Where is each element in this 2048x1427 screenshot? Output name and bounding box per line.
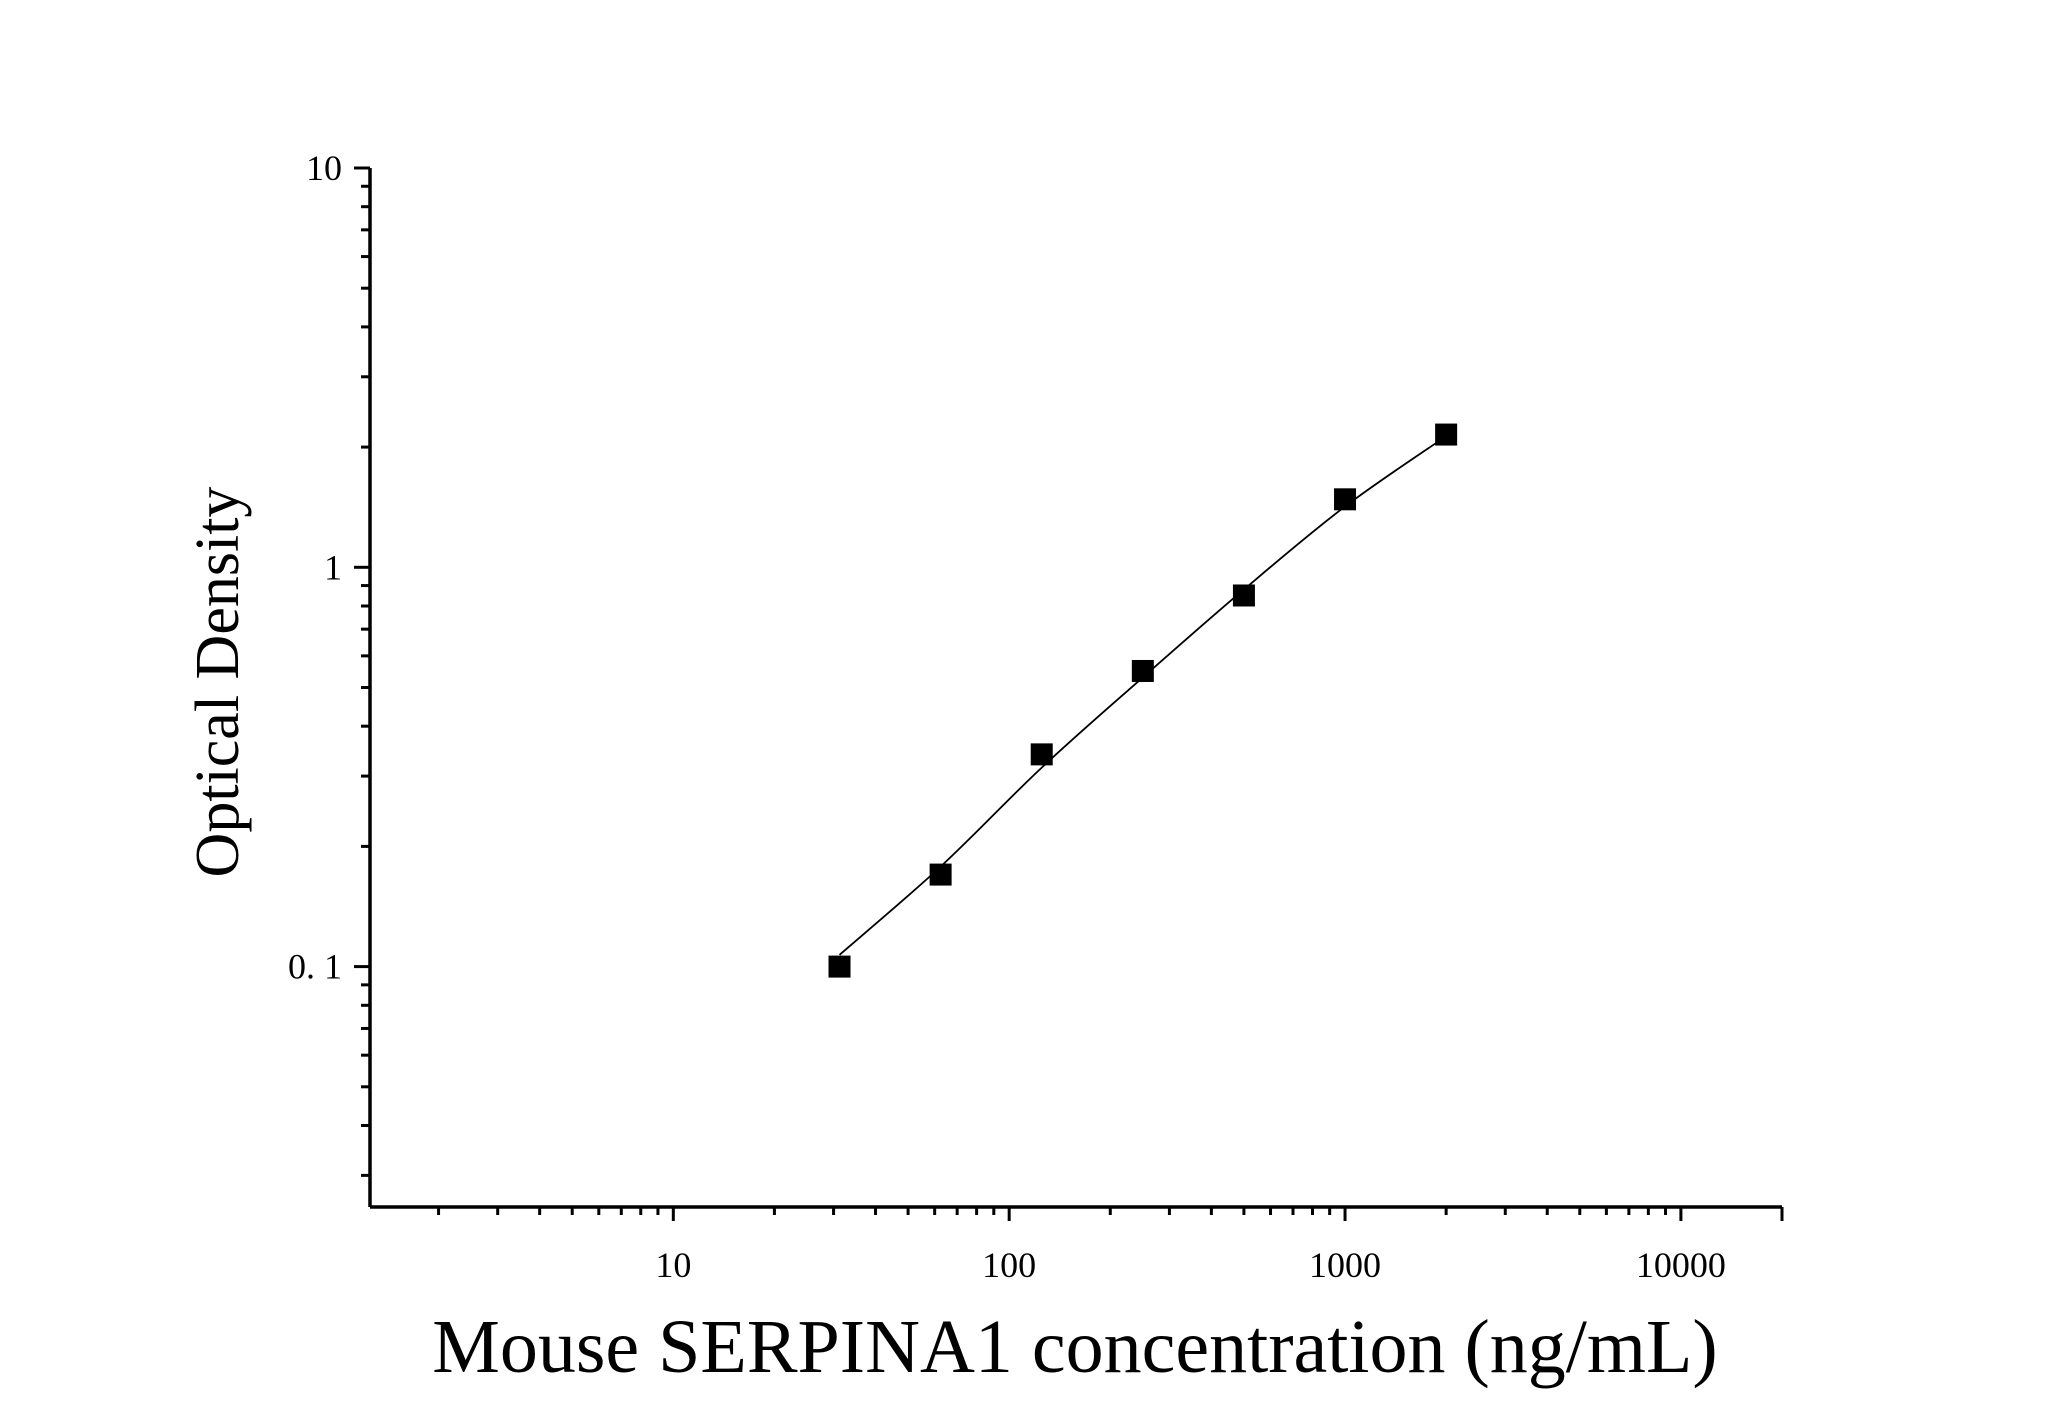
axis-ticks: 10 100 1000 10000 0. 1 1 10 [288, 148, 1784, 1285]
x-axis-title: Mouse SERPINA1 concentration (ng/mL) [432, 1305, 1717, 1389]
data-point [1232, 584, 1255, 607]
data-point [828, 955, 851, 978]
y-tick-label: 10 [306, 148, 342, 188]
data-point [1131, 659, 1154, 682]
y-tick-label: 1 [324, 547, 342, 587]
data-point [1435, 423, 1458, 446]
data-points [828, 423, 1458, 978]
y-axis-title: Optical Density [184, 487, 252, 878]
x-tick-label: 100 [982, 1245, 1036, 1285]
data-point [1334, 488, 1357, 511]
x-tick-label: 10 [655, 1245, 691, 1285]
data-point [1030, 743, 1053, 766]
x-tick-label: 1000 [1309, 1245, 1381, 1285]
x-tick-label: 10000 [1636, 1245, 1726, 1285]
data-point [929, 863, 952, 886]
axes [368, 168, 1782, 1209]
y-tick-label: 0. 1 [288, 947, 342, 987]
